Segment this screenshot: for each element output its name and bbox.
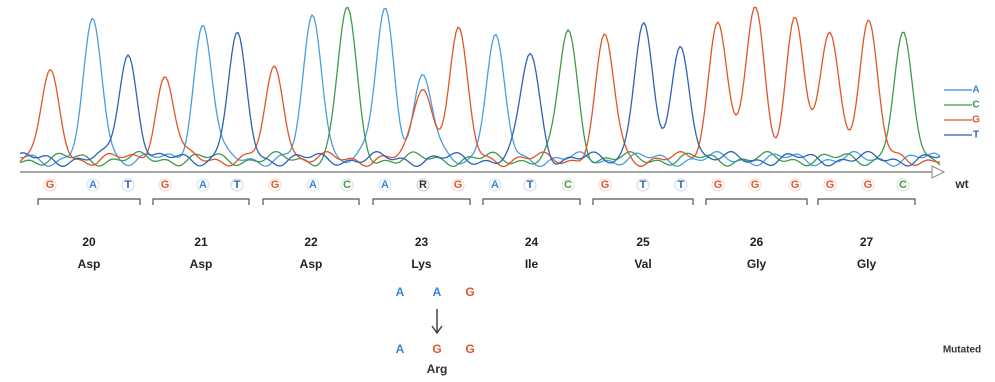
base-letter: T — [640, 179, 647, 191]
base-letter: C — [899, 179, 907, 191]
chromatogram-figure: wt Arg Mutated GATGATGACARGATCGTTGGGGGCA… — [0, 0, 995, 377]
base-letter: A — [89, 179, 97, 191]
codon-number: 27 — [860, 235, 874, 249]
codon-number: 26 — [750, 235, 764, 249]
mutated-base: G — [465, 342, 474, 356]
base-letter: G — [864, 179, 873, 191]
codon-bracket — [593, 199, 693, 205]
base-letter: A — [491, 179, 499, 191]
amino-acid: Gly — [747, 257, 767, 271]
base-letter: A — [309, 179, 317, 191]
base-letter: T — [125, 179, 132, 191]
legend-label: G — [972, 115, 980, 126]
original-base: A — [433, 285, 442, 299]
trace-A — [20, 9, 940, 167]
base-letter: T — [527, 179, 534, 191]
mutated-label: Mutated — [943, 345, 981, 356]
codon-bracket — [706, 199, 807, 205]
codon-bracket — [38, 199, 140, 205]
original-base: G — [465, 285, 474, 299]
mutated-base: G — [432, 342, 441, 356]
codon-number: 21 — [194, 235, 208, 249]
base-letter: G — [454, 179, 463, 191]
codon-bracket — [263, 199, 359, 205]
base-letter: G — [46, 179, 55, 191]
codon-number: 23 — [415, 235, 429, 249]
codon-number: 24 — [525, 235, 539, 249]
codon-number: 20 — [82, 235, 96, 249]
mutated-base: A — [396, 342, 405, 356]
trace-C — [20, 8, 940, 167]
base-letter: G — [826, 179, 835, 191]
base-letter: G — [601, 179, 610, 191]
codon-bracket — [373, 199, 470, 205]
mutated-amino-acid: Arg — [427, 362, 448, 376]
codon-bracket — [818, 199, 915, 205]
base-letter: A — [199, 179, 207, 191]
base-letter: G — [791, 179, 800, 191]
amino-acid: Asp — [78, 257, 101, 271]
legend-label: T — [973, 130, 979, 141]
legend-label: A — [972, 85, 979, 96]
codon-bracket — [153, 199, 249, 205]
base-letter: A — [381, 179, 389, 191]
codon-number: 25 — [636, 235, 650, 249]
legend-label: C — [972, 100, 979, 111]
amino-acid: Ile — [525, 257, 539, 271]
base-letter: C — [564, 179, 572, 191]
amino-acid: Asp — [190, 257, 213, 271]
amino-acid: Asp — [300, 257, 323, 271]
base-letter: C — [343, 179, 351, 191]
amino-acid: Val — [634, 257, 651, 271]
wt-label: wt — [954, 177, 968, 191]
base-letter: G — [161, 179, 170, 191]
base-letter: G — [751, 179, 760, 191]
codon-number: 22 — [304, 235, 318, 249]
amino-acid: Lys — [411, 257, 432, 271]
axis-arrow — [932, 166, 944, 178]
base-letter: G — [271, 179, 280, 191]
original-base: A — [396, 285, 405, 299]
base-letter: T — [678, 179, 685, 191]
trace-G — [20, 8, 940, 167]
base-letter: R — [419, 179, 427, 191]
amino-acid: Gly — [857, 257, 877, 271]
traces — [20, 8, 940, 167]
base-letter: G — [714, 179, 723, 191]
codon-bracket — [483, 199, 580, 205]
base-letter: T — [234, 179, 241, 191]
trace-T — [20, 23, 940, 167]
